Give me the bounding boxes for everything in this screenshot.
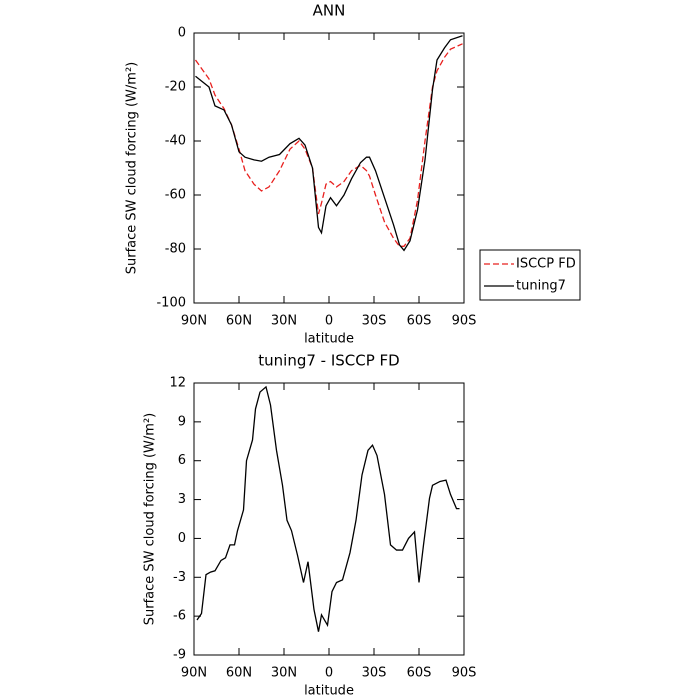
y-tick-label: -6 bbox=[173, 609, 186, 624]
x-tick-label: 0 bbox=[325, 314, 333, 329]
x-tick-label: 30S bbox=[362, 666, 387, 681]
y-tick-label: 0 bbox=[178, 531, 186, 546]
x-tick-label: 60N bbox=[226, 314, 252, 329]
y-tick-label: -80 bbox=[165, 242, 186, 257]
y-tick-label: 0 bbox=[178, 26, 186, 41]
x-tick-label: 60S bbox=[407, 666, 432, 681]
x-axis-label: latitude bbox=[304, 684, 354, 699]
x-tick-label: 30N bbox=[271, 666, 297, 681]
y-tick-label: 9 bbox=[178, 414, 186, 429]
chart-title: tuning7 - ISCCP FD bbox=[258, 352, 399, 370]
y-tick-label: 12 bbox=[169, 376, 186, 391]
data-line bbox=[195, 35, 463, 252]
chart-title: ANN bbox=[313, 2, 346, 20]
y-tick-label: -9 bbox=[173, 648, 186, 663]
data-line bbox=[194, 43, 463, 247]
x-tick-label: 90N bbox=[181, 314, 207, 329]
data-line bbox=[196, 385, 460, 632]
x-tick-label: 90S bbox=[452, 314, 477, 329]
x-tick-label: 60S bbox=[407, 314, 432, 329]
y-tick-label: -100 bbox=[156, 296, 186, 311]
legend-label: tuning7 bbox=[516, 279, 566, 294]
x-tick-label: 30S bbox=[362, 314, 387, 329]
x-tick-label: 60N bbox=[226, 666, 252, 681]
y-axis-label: Surface SW cloud forcing (W/m²) bbox=[143, 413, 158, 625]
x-axis-label: latitude bbox=[304, 332, 354, 347]
legend-label: ISCCP FD bbox=[516, 257, 576, 272]
y-tick-label: -60 bbox=[165, 188, 186, 203]
y-tick-label: 3 bbox=[178, 492, 186, 507]
legend-box bbox=[479, 249, 581, 301]
y-axis-label: Surface SW cloud forcing (W/m²) bbox=[125, 62, 140, 274]
x-tick-label: 30N bbox=[271, 314, 297, 329]
y-tick-label: -40 bbox=[165, 134, 186, 149]
x-tick-label: 0 bbox=[325, 666, 333, 681]
y-tick-label: -20 bbox=[165, 80, 186, 95]
y-tick-label: -3 bbox=[173, 570, 186, 585]
x-tick-label: 90S bbox=[452, 666, 477, 681]
x-tick-label: 90N bbox=[181, 666, 207, 681]
y-tick-label: 6 bbox=[178, 453, 186, 468]
